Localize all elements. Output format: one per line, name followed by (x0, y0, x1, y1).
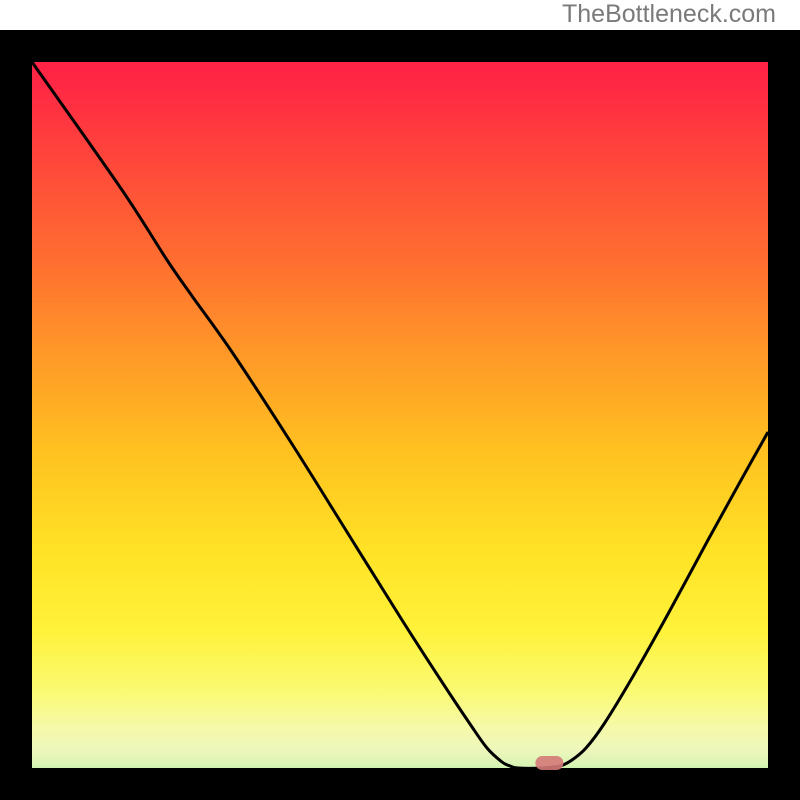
watermark-text: TheBottleneck.com (562, 0, 776, 29)
optimal-marker (535, 756, 563, 770)
bottleneck-chart (0, 0, 800, 800)
gradient-background (0, 30, 800, 800)
chart-stage: TheBottleneck.com (0, 0, 800, 800)
